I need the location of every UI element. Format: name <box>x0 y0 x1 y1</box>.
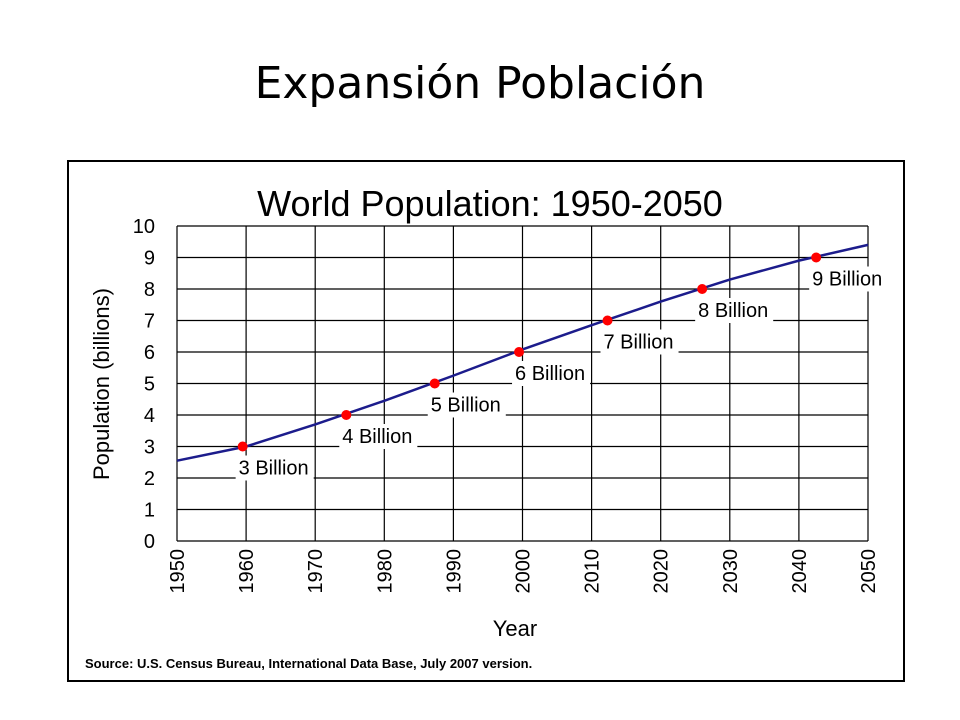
y-tick-label: 5 <box>144 374 155 396</box>
y-tick-label: 1 <box>144 500 155 522</box>
x-tick-label: 1960 <box>236 549 258 594</box>
milestone-marker <box>514 347 525 357</box>
x-tick-label: 2010 <box>582 549 604 594</box>
milestone-label-background <box>235 455 314 481</box>
y-tick-label: 0 <box>144 531 155 553</box>
milestone-label-background <box>600 329 679 355</box>
milestone-label: 6 Billion <box>515 363 585 385</box>
milestone-layer: 3 Billion 4 Billion 5 Billion 6 Billion 7 Bi… <box>235 252 888 481</box>
chart-title: World Population: 1950-2050 <box>257 183 723 224</box>
y-tick-labels: 0 1 2 3 4 5 6 7 8 9 10 <box>133 216 155 553</box>
x-tick-label: 2050 <box>858 549 880 594</box>
milestone-marker <box>811 252 822 263</box>
milestone-marker <box>341 410 352 420</box>
y-tick-label: 8 <box>144 279 155 301</box>
milestone-marker <box>429 378 440 389</box>
source-note: Source: U.S. Census Bureau, Internationa… <box>85 656 532 671</box>
y-tick-label: 6 <box>144 342 155 364</box>
milestone-marker <box>237 441 248 452</box>
x-tick-label: 2040 <box>789 549 811 594</box>
y-tick-label: 7 <box>144 311 155 333</box>
slide-title: Expansión Población <box>254 58 706 109</box>
milestone-label-background <box>512 361 591 386</box>
milestone-label-background <box>427 392 506 418</box>
x-tick-label: 1950 <box>167 549 189 594</box>
x-tick-label: 2030 <box>720 549 742 594</box>
milestone-label: 4 Billion <box>342 426 412 448</box>
y-tick-label: 3 <box>144 437 155 459</box>
population-chart: World Population: 1950-2050 0 1 2 3 4 5 6 7 8 9 10… <box>85 183 888 671</box>
y-tick-label: 9 <box>144 248 155 270</box>
x-tick-label: 2000 <box>513 549 535 594</box>
x-tick-label: 1980 <box>374 549 396 594</box>
milestone-label-background <box>809 266 888 292</box>
milestone-label: 7 Billion <box>603 332 673 354</box>
x-axis-label: Year <box>493 616 537 641</box>
milestone-marker <box>697 284 708 294</box>
y-axis-label: Population (billions) <box>89 288 114 480</box>
x-tick-label: 1970 <box>305 549 327 594</box>
y-tick-label: 4 <box>144 405 155 427</box>
milestone-label: 3 Billion <box>239 458 309 480</box>
milestone-label-background <box>695 298 774 323</box>
y-tick-label: 10 <box>133 216 155 238</box>
chart-frame: World Population: 1950-2050 0 1 2 3 4 5 6 7 8 9 10… <box>67 160 905 682</box>
y-tick-label: 2 <box>144 468 155 490</box>
x-tick-label: 2020 <box>651 549 673 594</box>
milestone-label: 9 Billion <box>812 269 882 291</box>
x-tick-labels: 1950 1960 1970 1980 1990 2000 2010 2020 2030 2040… <box>167 549 880 594</box>
x-tick-label: 1990 <box>443 549 465 594</box>
milestone-label: 5 Billion <box>431 395 501 417</box>
milestone-label-background <box>339 424 418 449</box>
milestone-label: 8 Billion <box>698 300 768 322</box>
milestone-marker <box>602 315 613 326</box>
